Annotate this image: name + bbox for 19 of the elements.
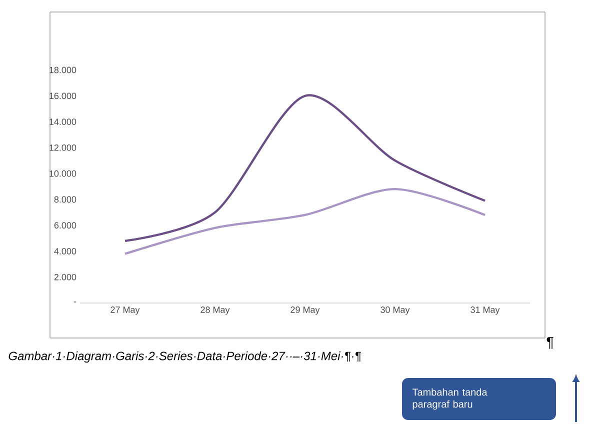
x-tick-label: 28 May [200, 306, 230, 315]
y-tick-label: 18.000 [50, 66, 76, 74]
y-tick-label: 10.000 [50, 170, 76, 177]
line-series [124, 94, 486, 242]
y-tick-label: 14.000 [50, 118, 76, 125]
x-tick-label: 31 May [470, 306, 500, 315]
text: Tambahan tanda paragraf baru [412, 388, 488, 410]
text: ¶ [546, 337, 554, 349]
x-tick-label: 27 May [110, 306, 140, 315]
y-tick-label: 6.000 [54, 222, 76, 229]
y-tick-label: 8.000 [54, 196, 76, 203]
y-tick-label: 16.000 [50, 92, 76, 100]
y-tick-label: 12.000 [50, 144, 76, 151]
x-tick-label: 29 May [290, 306, 320, 315]
y-tick-label: 4.000 [54, 248, 76, 254]
y-tick-label: 2.000 [54, 274, 76, 280]
text: Gambar·1·Diagram·Garis·2·Series·Data·Periode·27··–·31·Mei·¶·¶ [8, 351, 361, 363]
line-series [124, 188, 486, 255]
x-tick-label: 30 May [380, 306, 410, 315]
